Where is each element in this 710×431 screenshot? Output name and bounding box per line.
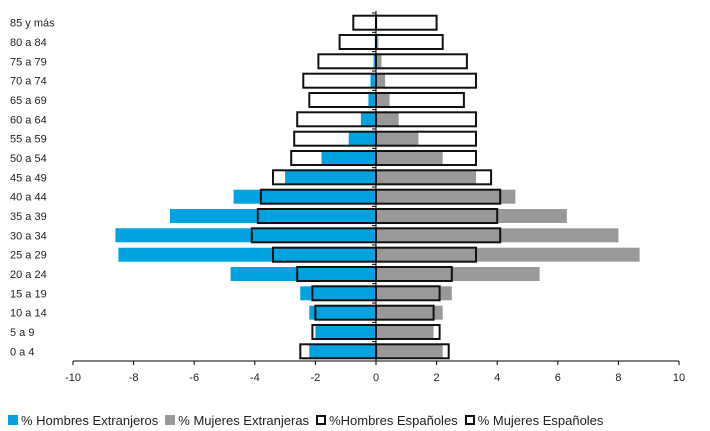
bar-hombres-extranjeros-50-a-54 [321,151,376,165]
legend: % Hombres Extranjeros % Mujeres Extranjer… [8,410,708,430]
bar-hombres-extranjeros-25-a-29 [118,247,377,262]
y-category-label: 75 a 79 [10,56,47,68]
legend-label: %Hombres Españoles [329,412,458,428]
x-tick-label: 6 [555,372,561,384]
x-tick-label: 4 [494,372,500,384]
bar-hombres-espa-oles-80-a-84 [338,34,378,50]
x-tick-label: -10 [65,372,81,384]
legend-swatch [8,415,18,425]
y-category-label: 70 a 74 [10,76,47,88]
bar-hombres-extranjeros-65-a-69 [368,93,376,107]
bar-hombres-espa-oles-85-y-m-s [352,14,377,31]
y-category-label: 60 a 64 [10,114,47,126]
bar-mujeres-extranjeras-50-a-54 [376,151,443,165]
y-category-label: 65 a 69 [10,95,47,107]
bar-hombres-extranjeros-55-a-59 [348,131,376,146]
y-category-label: 80 a 84 [10,37,47,49]
legend-label: % Mujeres Españoles [477,412,604,428]
y-category-label: 25 a 29 [10,250,47,262]
bar-mujeres-espa-oles-80-a-84 [375,34,444,50]
y-axis-labels: 0 a 4 5 a 9 10 a 14 15 a 19 20 a 24 25 a 29 30… [10,18,55,359]
bar-hombres-espa-oles-75-a-79 [317,53,377,70]
legend-label: % Mujeres Extranjeras [178,412,310,428]
bar-mujeres-extranjeras-70-a-74 [376,73,386,88]
bar-mujeres-extranjeras-25-a-29 [376,247,640,262]
axes [72,11,680,365]
bar-mujeres-extranjeras-75-a-79 [376,54,382,69]
bar-mujeres-espa-oles-85-y-m-s [375,14,438,31]
y-category-label: 50 a 54 [10,153,47,165]
bar-mujeres-extranjeras-65-a-69 [376,93,390,107]
x-tick-label: 8 [615,372,621,384]
legend-swatch [464,415,475,425]
legend-item: % Hombres Extranjeros [8,413,158,428]
x-tick-label: -2 [311,372,321,384]
bar-hombres-extranjeros-30-a-34 [115,228,377,243]
y-category-label: 35 a 39 [10,211,47,223]
x-tick-label: 2 [434,372,440,384]
bar-hombres-espa-oles-65-a-69 [308,92,377,108]
bar-mujeres-extranjeras-30-a-34 [376,228,619,243]
outline-bars [250,14,502,360]
bar-hombres-extranjeros-0-a-4 [309,344,376,359]
bar-mujeres-espa-oles-75-a-79 [375,53,468,70]
bar-hombres-extranjeros-5-a-9 [315,325,376,339]
y-category-label: 55 a 59 [10,134,47,146]
x-tick-label: 10 [673,372,685,384]
x-tick-label: -6 [189,372,199,384]
bar-mujeres-extranjeras-60-a-64 [376,112,399,127]
legend-label: % Hombres Extranjeros [21,412,159,428]
bar-hombres-extranjeros-45-a-49 [285,170,376,185]
y-category-label: 85 y más [10,18,55,30]
y-category-label: 45 a 49 [10,172,47,184]
filled-bars [115,15,640,359]
bar-hombres-extranjeros-35-a-39 [170,209,376,223]
legend-swatch [316,415,327,425]
y-category-label: 40 a 44 [10,192,47,204]
bar-mujeres-extranjeras-5-a-9 [376,325,434,339]
bar-hombres-extranjeros-70-a-74 [370,73,376,88]
bar-mujeres-extranjeras-45-a-49 [376,170,476,185]
bar-mujeres-extranjeras-20-a-24 [376,267,540,281]
bar-mujeres-extranjeras-80-a-84 [376,35,379,49]
legend-swatch [165,415,176,425]
bar-hombres-extranjeros-10-a-14 [309,305,376,320]
bar-mujeres-extranjeras-35-a-39 [376,209,567,223]
x-tick-label: -8 [129,372,139,384]
y-category-label: 10 a 14 [10,308,47,320]
bar-mujeres-extranjeras-10-a-14 [376,305,443,320]
y-category-label: 15 a 19 [10,288,47,300]
x-axis-labels: -10 -8 -6 -4 -2 0 2 4 6 8 10 [65,372,685,384]
bar-hombres-extranjeros-20-a-24 [230,267,376,281]
bar-mujeres-extranjeras-0-a-4 [376,344,443,359]
population-pyramid-chart: 0 a 4 5 a 9 10 a 14 15 a 19 20 a 24 25 a 29 30… [10,11,685,384]
bar-mujeres-espa-oles-70-a-74 [375,72,477,89]
bar-mujeres-extranjeras-15-a-19 [376,286,452,301]
bar-hombres-extranjeros-75-a-79 [373,54,376,69]
legend-item: %Hombres Españoles [316,413,458,428]
y-category-label: 30 a 34 [10,230,47,242]
bar-hombres-espa-oles-70-a-74 [302,72,377,89]
bar-mujeres-extranjeras-55-a-59 [376,131,419,146]
bar-mujeres-extranjeras-40-a-44 [376,189,516,204]
y-category-label: 20 a 24 [10,269,47,281]
x-tick-label: 0 [373,372,379,384]
bar-hombres-extranjeros-60-a-64 [360,112,376,127]
legend-item: % Mujeres Españoles [464,412,604,428]
y-category-label: 0 a 4 [10,346,34,358]
y-category-label: 5 a 9 [10,327,34,339]
bar-hombres-extranjeros-40-a-44 [233,189,376,204]
bar-hombres-extranjeros-15-a-19 [300,286,377,301]
legend-item: % Mujeres Extranjeras [165,413,309,428]
x-tick-label: -4 [250,372,260,384]
